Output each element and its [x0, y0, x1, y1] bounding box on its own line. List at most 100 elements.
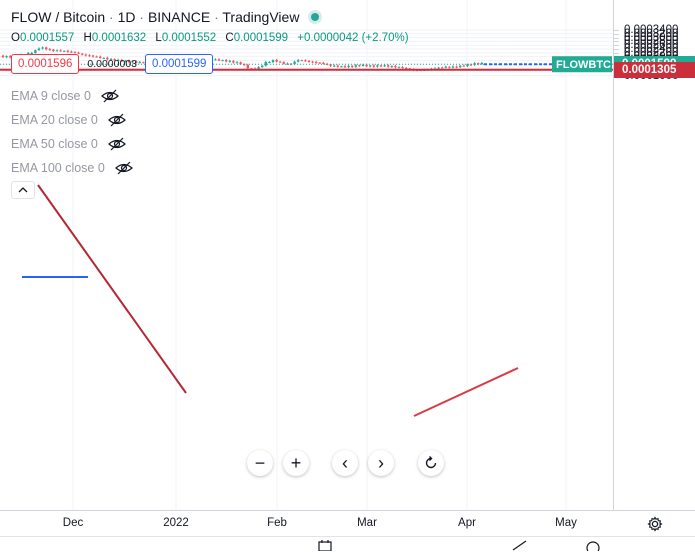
candle-body: [441, 67, 444, 69]
sell-button[interactable]: 0.0001596: [11, 54, 80, 74]
zoom-out-button[interactable]: −: [247, 450, 273, 476]
candle-body: [73, 51, 77, 53]
reset-icon: [425, 456, 437, 469]
indicator-label: EMA 9 close 0: [11, 89, 91, 103]
candle-body: [84, 54, 87, 56]
calendar-icon[interactable]: [318, 539, 332, 551]
high-value: 0.0001632: [91, 32, 147, 44]
price-tick-label: 0.0002600: [624, 39, 679, 52]
buy-button[interactable]: 0.0001599: [145, 54, 214, 74]
eye-off-icon[interactable]: [114, 161, 133, 175]
utc-clock-icon[interactable]: [585, 539, 601, 551]
separator-2: ·: [139, 9, 145, 25]
candle-body: [124, 60, 127, 62]
candle-body: [444, 66, 447, 68]
collapse-legend-button[interactable]: [11, 181, 35, 199]
time-tick-label: Feb: [267, 517, 287, 529]
candle-body: [239, 62, 242, 65]
low-value: 0.0001552: [161, 32, 217, 44]
candle-body: [369, 65, 372, 67]
candle-body: [70, 51, 73, 53]
candle-body: [135, 61, 138, 63]
candle-body: [1, 55, 5, 58]
candle-body: [397, 67, 401, 69]
candle-body: [333, 65, 336, 67]
chart-settings-button[interactable]: [614, 510, 695, 536]
symbol-header: FLOW / Bitcoin · 1D · BINANCE · TradingV…: [11, 9, 320, 25]
candle-body: [358, 65, 361, 67]
candle-body: [91, 55, 95, 57]
candle-body: [81, 53, 84, 55]
price-tick-mark: [614, 41, 619, 43]
symbol-title[interactable]: FLOW / Bitcoin · 1D · BINANCE · TradingV…: [11, 9, 299, 25]
indicator-ema-9[interactable]: EMA 9 close 0: [11, 84, 133, 108]
ascending-trendline[interactable]: [413, 367, 519, 417]
separator-1: ·: [109, 9, 114, 25]
price-chart[interactable]: FLOWBTC: [0, 0, 614, 510]
candle-body: [268, 61, 271, 63]
price-tick-label: 0.0002800: [624, 35, 679, 48]
buy-sell-panel: 0.0001596 0.0000003 0.0001599: [11, 54, 214, 74]
candle-body: [55, 50, 59, 52]
market-status-icon[interactable]: [311, 13, 320, 21]
candle-body: [466, 64, 469, 67]
price-tick-mark: [614, 49, 619, 50]
high-label: H: [83, 32, 92, 44]
candle-body: [106, 57, 109, 60]
support-price-tag: 0.0001305: [614, 61, 695, 78]
time-tick-label: 2022: [163, 517, 189, 529]
candle-body: [329, 64, 332, 66]
candle-body: [390, 66, 393, 68]
candle-body: [279, 61, 282, 63]
price-tick-label: 0.0003000: [624, 31, 679, 44]
candle-body: [304, 60, 307, 62]
indicator-ema-100[interactable]: EMA 100 close 0: [11, 156, 133, 180]
candle-body: [351, 65, 354, 67]
candle-body: [221, 60, 224, 62]
candle-body: [275, 60, 278, 62]
interval-label: 1D: [117, 9, 136, 25]
open-value: 0.0001557: [19, 32, 75, 44]
price-tick-mark: [614, 33, 619, 35]
arrow-icon[interactable]: [512, 539, 528, 551]
chart-pane[interactable]: FLOWBTC FLOW / Bitcoin · 1D · BINANCE · …: [0, 0, 614, 510]
candle-body: [459, 65, 462, 68]
candle-body: [142, 62, 145, 64]
indicator-ema-20[interactable]: EMA 20 close 0: [11, 108, 133, 132]
candle-body: [117, 59, 120, 61]
indicator-label: EMA 100 close 0: [11, 161, 105, 175]
price-scale[interactable]: 0.0003400 0.0003200 0.0003000 0.0002800 0.00…: [614, 0, 695, 510]
descending-trendline[interactable]: [37, 184, 187, 394]
ohlc-legend: O0.0001557 H0.0001632 L0.0001552 C0.0001…: [11, 32, 415, 44]
eye-off-icon[interactable]: [107, 137, 126, 151]
candle-body: [138, 62, 141, 64]
candle-body: [66, 50, 69, 52]
spread-value: 0.0000003: [87, 58, 138, 70]
time-tick-label: Dec: [62, 517, 84, 529]
candle-body: [372, 65, 375, 67]
candle-body: [246, 64, 249, 69]
indicator-ema-50[interactable]: EMA 50 close 0: [11, 132, 133, 156]
candle-body: [340, 66, 343, 68]
candle-body: [336, 65, 339, 67]
candle-body: [102, 57, 105, 59]
eye-off-icon[interactable]: [100, 89, 119, 103]
candle-body: [469, 64, 473, 66]
candle-body: [261, 65, 264, 68]
zoom-in-button[interactable]: +: [283, 450, 309, 476]
scroll-right-button[interactable]: ›: [368, 450, 394, 476]
eye-off-icon[interactable]: [107, 113, 126, 127]
candle-body: [480, 62, 483, 65]
chart-navigation: − + ‹ ›: [0, 450, 613, 478]
reset-chart-button[interactable]: [418, 450, 444, 476]
candle-body: [383, 65, 386, 67]
price-tick-mark: [614, 52, 619, 54]
time-scale[interactable]: Dec 2022 Feb Mar Apr May: [0, 510, 614, 536]
candle-body: [120, 59, 123, 62]
bottom-toolbar: [0, 536, 695, 552]
scroll-left-button[interactable]: ‹: [332, 450, 358, 476]
candle-body: [293, 61, 296, 65]
candle-body: [52, 49, 55, 52]
time-tick-label: Mar: [357, 517, 377, 529]
candle-body: [225, 60, 228, 62]
